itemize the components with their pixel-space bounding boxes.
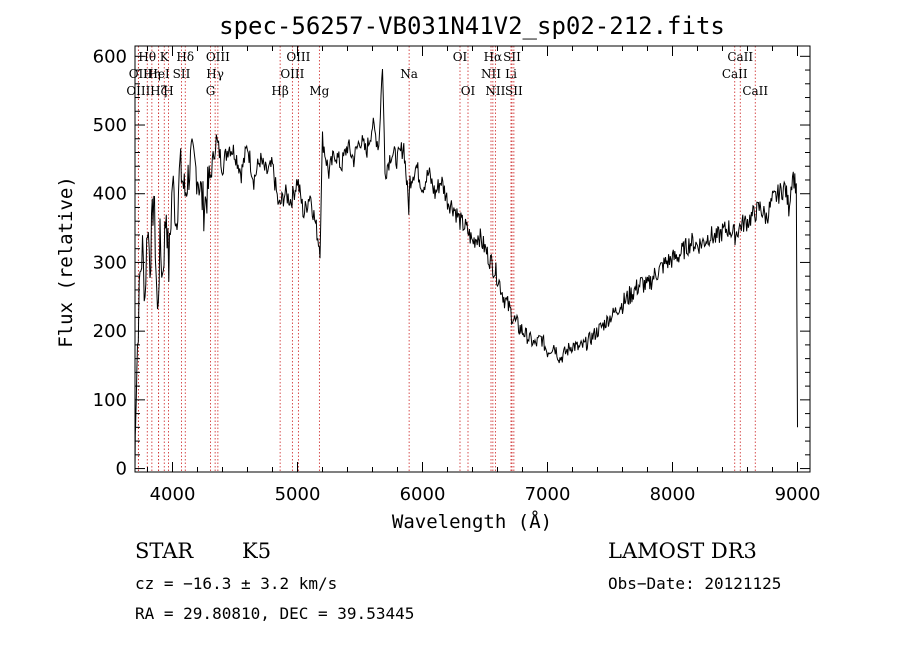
marker-label: HeI [147, 67, 170, 81]
y-tick-label: 600 [93, 46, 127, 67]
marker-label: K [160, 50, 170, 64]
marker-label: OIII [206, 50, 230, 64]
marker-label: Na [400, 67, 418, 81]
y-tick-label: 0 [116, 459, 127, 480]
survey-name: LAMOST DR3 [608, 539, 757, 563]
marker-label: CaII [742, 84, 768, 98]
chart-title: spec-56257-VB031N41V2_sp02-212.fits [219, 12, 725, 40]
marker-label: Hθ [138, 50, 156, 64]
marker-label: OI [453, 50, 468, 64]
marker-label: OIII [286, 50, 310, 64]
x-tick-label: 6000 [400, 484, 446, 505]
y-tick-label: 200 [93, 321, 127, 342]
spectral-line-markers [137, 46, 756, 472]
marker-label: OIII [126, 84, 150, 98]
marker-label: SII [173, 67, 191, 81]
marker-label: SII [503, 50, 521, 64]
marker-label: OII [129, 67, 149, 81]
object-class: STAR [135, 539, 194, 563]
y-tick-label: 400 [93, 184, 127, 205]
marker-label: G [206, 84, 216, 98]
marker-label: Hζ [150, 84, 167, 98]
marker-label: CaII [722, 67, 748, 81]
marker-label: NII [481, 67, 501, 81]
redshift-info: cz = −16.3 ± 3.2 km/s [135, 574, 337, 593]
obs-date: Obs−Date: 20121125 [608, 574, 781, 593]
spectrum-line [134, 68, 798, 470]
x-tick-label: 8000 [650, 484, 696, 505]
marker-label: Hα [484, 50, 503, 64]
x-axis-ticks: 4000 5000 6000 7000 8000 9000 [147, 46, 821, 505]
x-tick-label: 9000 [775, 484, 821, 505]
marker-label: Mg [309, 84, 329, 98]
plot-frame [134, 45, 811, 473]
x-tick-label: 4000 [150, 484, 196, 505]
coordinates: RA = 29.80810, DEC = 39.53445 [135, 604, 414, 623]
y-tick-label: 100 [93, 390, 127, 411]
y-tick-label: 300 [93, 252, 127, 273]
x-tick-label: 7000 [525, 484, 571, 505]
marker-label: Hη [143, 67, 161, 81]
marker-label: H [163, 84, 173, 98]
marker-label: NII [485, 84, 505, 98]
marker-label: Hβ [271, 84, 288, 98]
y-tick-label: 500 [93, 115, 127, 136]
y-axis-label: Flux (relative) [55, 176, 77, 348]
marker-label: SII [505, 84, 523, 98]
marker-label: OI [461, 84, 476, 98]
y-axis-ticks: 0 100 200 300 400 500 600 [93, 46, 810, 480]
marker-label: OIII [280, 67, 304, 81]
marker-label: CaII [727, 50, 753, 64]
x-axis-label: Wavelength (Å) [392, 510, 552, 533]
marker-label: Hδ [176, 50, 194, 64]
x-tick-label: 5000 [275, 484, 321, 505]
marker-label: Li [505, 67, 517, 81]
object-subclass: K5 [242, 539, 271, 563]
marker-label: Hγ [206, 67, 224, 81]
